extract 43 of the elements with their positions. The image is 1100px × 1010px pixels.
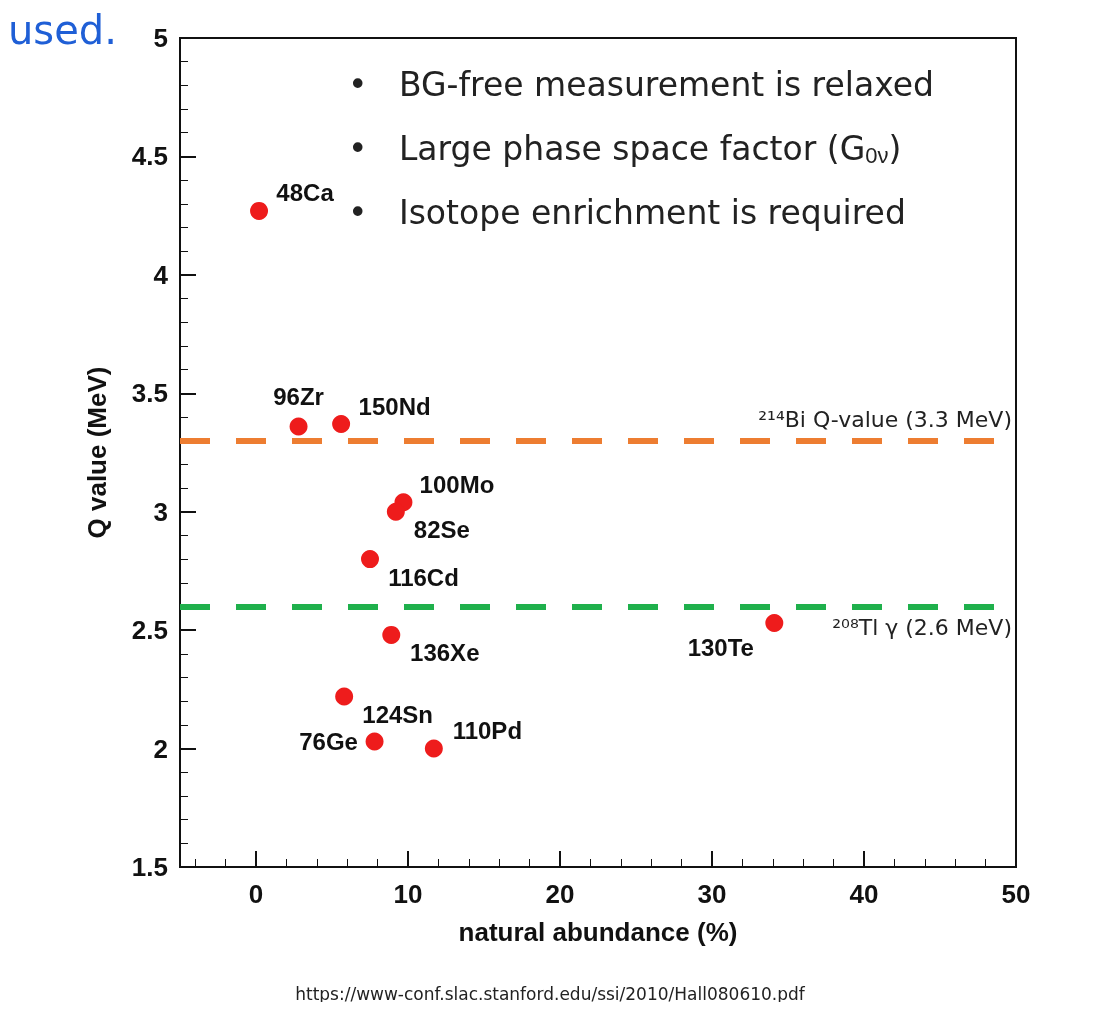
y-tick-label: 4 bbox=[153, 259, 169, 290]
point bbox=[765, 614, 784, 633]
y-tick-label: 2.5 bbox=[131, 615, 168, 646]
ref-line-label: ²¹⁴Bi Q-value (3.3 MeV) bbox=[758, 407, 1012, 433]
y-tick-label: 4.5 bbox=[131, 141, 168, 172]
point bbox=[332, 415, 351, 434]
x-tick-label: 0 bbox=[248, 879, 264, 909]
annotation: 100Mo bbox=[419, 470, 495, 498]
y-tick-label: 3.5 bbox=[131, 378, 168, 409]
point bbox=[424, 739, 443, 758]
x-tick-label: 50 bbox=[1001, 879, 1031, 909]
point bbox=[365, 732, 384, 751]
point bbox=[361, 550, 379, 569]
annotation: 48Ca bbox=[276, 179, 335, 207]
annotation: 150Nd bbox=[358, 392, 431, 420]
annotation: 96Zr bbox=[273, 382, 324, 410]
annotation: • BG-free measurement is relaxed bbox=[348, 65, 934, 104]
x-tick-label: 10 bbox=[393, 879, 423, 909]
annotation: 124Sn bbox=[362, 700, 434, 728]
y-tick-label: 3 bbox=[153, 496, 168, 527]
annotation: 116Cd bbox=[388, 563, 459, 591]
point bbox=[250, 201, 269, 220]
point bbox=[386, 502, 405, 521]
annotation: • Isotope enrichment is required bbox=[348, 193, 906, 232]
annotation: 130Te bbox=[687, 633, 754, 661]
ref-line-label: ²⁰⁸Tl γ (2.6 MeV) bbox=[832, 614, 1012, 640]
annotation: 136Xe bbox=[410, 639, 480, 667]
x-tick-label: 30 bbox=[697, 879, 727, 909]
y-tick-label: 5 bbox=[153, 23, 168, 53]
point bbox=[382, 625, 401, 644]
x-tick-label: 20 bbox=[545, 879, 575, 909]
x-tick-label: 40 bbox=[849, 879, 879, 909]
text: used. bbox=[8, 7, 117, 53]
annotation: 110Pd bbox=[452, 717, 523, 745]
point bbox=[335, 687, 354, 706]
annotation: • Large phase space factor (G0ν) bbox=[348, 129, 902, 168]
point bbox=[289, 417, 308, 436]
y-axis-title: Q value (MeV) bbox=[82, 366, 112, 539]
y-tick-label: 1.5 bbox=[131, 852, 168, 882]
annotation: 76Ge bbox=[299, 727, 358, 755]
y-tick-label: 2 bbox=[153, 733, 168, 764]
x-axis-title: natural abundance (%) bbox=[458, 917, 738, 947]
annotation: 82Se bbox=[413, 516, 470, 544]
